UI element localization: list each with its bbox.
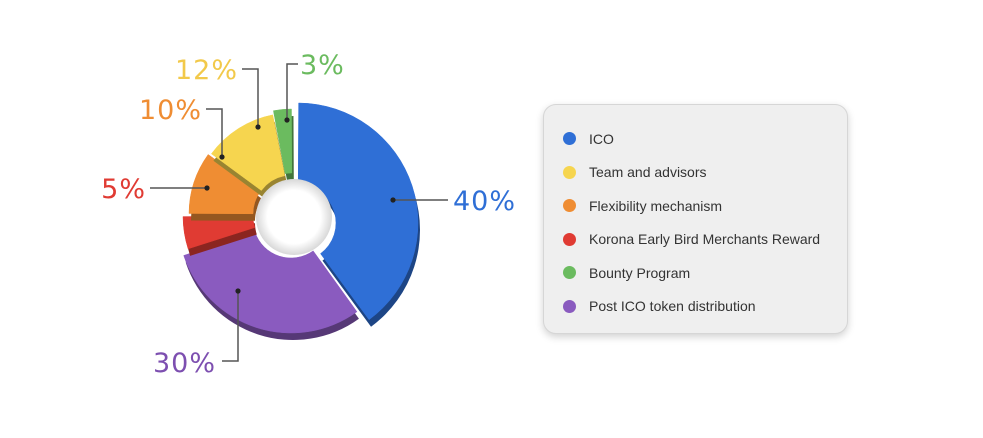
slice-bounty-program	[273, 108, 293, 174]
legend-item-post-ico-distribution: Post ICO token distribution	[563, 290, 847, 324]
callout-line-bounty-program	[286, 63, 298, 120]
slice-flexibility-mechanism	[188, 154, 261, 215]
callout-dot-korona-early-bird-merchants-reward	[204, 185, 210, 191]
callout-line-post-ico-token-distribution	[222, 291, 239, 362]
slice-team-and-advisors	[211, 114, 285, 191]
percent-label-korona-early-bird-merchants-reward: 5%	[101, 174, 146, 205]
callout-line-team-and-advisors	[242, 68, 259, 127]
callout-dot-team-and-advisors	[255, 124, 261, 130]
callout-dot-post-ico-token-distribution	[235, 288, 241, 294]
legend-label: Bounty Program	[589, 264, 691, 281]
legend-label: Team and advisors	[589, 164, 707, 181]
percent-label-team-and-advisors: 12%	[175, 55, 238, 86]
slice-ico	[297, 102, 419, 321]
legend-label: Korona Early Bird Merchants Reward	[589, 231, 821, 248]
callout-dot-ico	[390, 197, 396, 203]
callout-layer: 40% 30% 5% 10% 12% 3%	[101, 50, 516, 379]
donut-hole	[256, 179, 332, 255]
percent-label-ico: 40%	[453, 186, 516, 217]
legend-dot-icon	[563, 299, 576, 313]
percent-label-post-ico-token-distribution: 30%	[153, 348, 216, 379]
legend-dot-icon	[563, 266, 576, 280]
legend-label: ICO	[589, 130, 614, 147]
legend-item-team-and-advisors: Team and advisors	[563, 156, 847, 190]
legend-dot-icon	[563, 232, 576, 246]
percent-label-flexibility-mechanism: 10%	[139, 95, 202, 126]
donut-chart: 40% 30% 5% 10% 12% 3%	[101, 50, 516, 379]
slice-post-ico-token-distribution	[183, 231, 358, 334]
legend-item-korona-early-bird: Korona Early Bird Merchants Reward	[563, 223, 847, 257]
callout-dot-bounty-program	[284, 117, 290, 123]
legend-item-flexibility-mechanism: Flexibility mechanism	[563, 189, 847, 223]
legend-item-bounty-program: Bounty Program	[563, 256, 847, 290]
legend-dot-icon	[563, 165, 576, 179]
donut-slices	[182, 102, 421, 340]
legend-label: Flexibility mechanism	[589, 197, 723, 214]
legend-dot-icon	[563, 199, 576, 213]
callout-line-flexibility-mechanism	[206, 108, 223, 157]
percent-label-bounty-program: 3%	[300, 50, 345, 81]
legend-dot-icon	[563, 132, 576, 146]
legend: ICO Team and advisors Flexibility mechan…	[543, 104, 848, 334]
legend-label: Post ICO token distribution	[589, 298, 756, 315]
callout-dot-flexibility-mechanism	[219, 154, 225, 160]
legend-item-ico: ICO	[563, 122, 847, 156]
